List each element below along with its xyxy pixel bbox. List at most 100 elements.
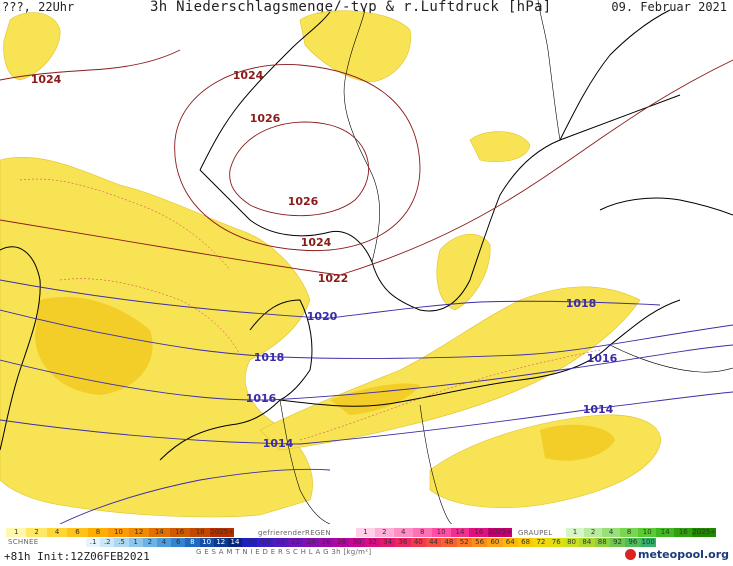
meteopool-logo[interactable]: meteopool.org <box>625 548 729 561</box>
coast-netherlands <box>159 399 281 461</box>
legend-total-swatch: 22 <box>287 538 304 547</box>
legend-rain-swatch: 16 <box>169 528 190 537</box>
isobar-label: 1016 <box>246 392 277 405</box>
precip-contour-south <box>299 349 601 441</box>
precip-contour-central <box>59 278 241 356</box>
isobar-line-1012 <box>59 468 331 524</box>
legend-snow-swatch: 6 <box>171 538 186 547</box>
isobar-label: 1014 <box>263 437 294 450</box>
legend-freezing-swatch: 4 <box>393 528 413 537</box>
precip-area-west <box>0 157 313 518</box>
coast-sweden <box>371 94 681 312</box>
legend-total-swatch: 68 <box>517 538 534 547</box>
legend-total-swatch: 44 <box>425 538 442 547</box>
legend-total-label: G E S A M T N I E D E R S C H L A G 3h [… <box>196 548 372 556</box>
legend-snow-swatch: 1 <box>128 538 143 547</box>
border-baltic-states <box>609 344 733 373</box>
isobar-line-1014 <box>0 391 733 445</box>
coast-southern-baltic <box>279 299 681 407</box>
legend-rain-swatch: 18 <box>189 528 211 537</box>
legend-total-swatch: 40 <box>410 538 426 547</box>
legend-freezing-swatch: 14 <box>450 528 470 537</box>
legend-graupel-bar: 1 2 4 8 10 14 16 2025+ <box>566 528 717 537</box>
legend-freezing-label: gefrierenderREGEN <box>258 529 331 537</box>
legend-snow-swatch: .5 <box>114 538 129 547</box>
legend-total-swatch: 84 <box>579 538 595 547</box>
isobar-labels: 1024 1024 1026 1026 1024 1022 1020 1018 … <box>31 69 618 450</box>
legend-rain-bar: 1 2 4 6 8 10 12 14 16 18 2025+ <box>6 528 235 537</box>
precip-area-top-left <box>3 12 61 81</box>
coast-finland <box>559 9 671 141</box>
isobar-label: 1026 <box>288 195 319 208</box>
legend-snow-bar: .1.2.5 1 2 4 6 8 10 12 14 <box>86 538 243 547</box>
border-poland <box>419 404 453 524</box>
border-sweden-finland <box>537 0 561 141</box>
isobar-line-1016 <box>0 344 733 401</box>
legend-total-swatch: 80 <box>563 538 580 547</box>
legend-graupel-swatch: 8 <box>620 528 639 537</box>
isobar-label: 1014 <box>583 403 614 416</box>
legend-total-swatch: 52 <box>456 538 472 547</box>
legend-snow-swatch: 2 <box>142 538 157 547</box>
border-germany <box>279 399 331 524</box>
legend-total-bar: 16 18 20 22 24 26 28 30 32 34 36 40 44 48 52 56 60 64 68 72… <box>242 538 656 547</box>
map-canvas: 1024 1024 1026 1026 1024 1022 1020 1018 … <box>0 0 733 524</box>
logo-dot-icon <box>625 549 636 560</box>
map-title: 3h Niederschlagsmenge/-typ & r.Luftdruck… <box>150 0 552 15</box>
date-label: 09. Februar 2021 <box>611 0 727 14</box>
isobar-line-1026 <box>229 121 370 217</box>
borders <box>279 0 733 524</box>
legend-snow-swatch: 10 <box>199 538 214 547</box>
legend-total-swatch: 20 <box>272 538 288 547</box>
isobar-label: 1024 <box>233 69 264 82</box>
border-norway-sweden <box>343 9 380 263</box>
coast-estonia <box>599 197 733 216</box>
legend-total-swatch: 56 <box>471 538 488 547</box>
legend-total-swatch: 34 <box>379 538 396 547</box>
legend-freezing-bar: 1 2 4 8 10 14 16 2025+ <box>356 528 513 537</box>
legend-freezing-swatch: 10 <box>431 528 451 537</box>
legend-total-swatch: 92 <box>609 538 626 547</box>
legend-total-swatch: 96 <box>625 538 641 547</box>
legend-total-swatch: 32 <box>364 538 380 547</box>
legend-rain-swatch: 2 <box>26 528 47 537</box>
legend-total-swatch: 64 <box>502 538 518 547</box>
legend-snow-swatch: 12 <box>213 538 228 547</box>
precip-contours <box>19 178 601 441</box>
isobar-label: 1018 <box>254 351 285 364</box>
isobar-line-1024-west <box>0 49 181 81</box>
legend-freezing-swatch: 2 <box>374 528 394 537</box>
isobar-line-1018 <box>0 309 733 359</box>
legend-rain-swatch: 1 <box>6 528 27 537</box>
precip-area-kattegat <box>436 233 491 311</box>
isobar-label: 1016 <box>587 352 618 365</box>
isobar-label: 1024 <box>31 73 62 86</box>
isobar-line-1022 <box>0 59 733 276</box>
legend-graupel-swatch: 16 <box>674 528 693 537</box>
isobar-label: 1024 <box>301 236 332 249</box>
isobar-line-1024-north <box>174 64 421 252</box>
coastlines <box>0 9 733 461</box>
legend-total-swatch: 72 <box>533 538 549 547</box>
legend-rain-swatch: 12 <box>128 528 150 537</box>
run-info: +81h Init:12Z06FEB2021 <box>4 550 150 563</box>
precip-area-top-center <box>299 10 412 83</box>
legend-total-swatch: 76 <box>548 538 564 547</box>
isobar-label: 1022 <box>318 272 349 285</box>
isobar-label: 1026 <box>250 112 281 125</box>
isobar-label: 1018 <box>566 297 597 310</box>
legend-snow-swatch: 14 <box>227 538 243 547</box>
legend-total-swatch: 100 <box>640 538 656 547</box>
legend-total-swatch: 48 <box>441 538 457 547</box>
legend-graupel-swatch: 2025+ <box>692 528 717 537</box>
legend-rain-swatch: 6 <box>67 528 88 537</box>
legend-total-swatch: 30 <box>349 538 365 547</box>
legend-total-swatch: 16 <box>242 538 258 547</box>
isobar-line-1020 <box>0 279 661 319</box>
legend-total-swatch: 88 <box>594 538 610 547</box>
legend-rain-swatch: 2025+ <box>210 528 235 537</box>
legend-freezing-swatch: 16 <box>469 528 489 537</box>
logo-text: meteopool.org <box>638 548 729 561</box>
legend-rain-swatch: 8 <box>87 528 109 537</box>
coast-norway <box>199 11 373 263</box>
